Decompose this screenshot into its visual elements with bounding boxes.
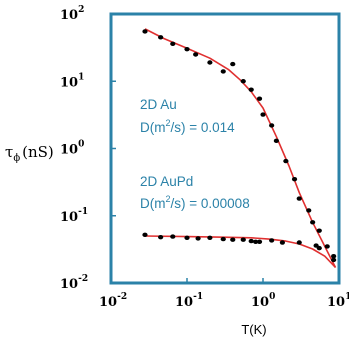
data-point-series-1 [256,96,263,101]
y-tick-label: 10-1 [60,207,88,225]
annotation-au-name: 2D Au [140,97,177,112]
data-point-series-2 [269,238,275,243]
data-point-series-2 [248,238,254,244]
data-point-series-1 [193,52,199,57]
data-points [142,29,337,263]
data-point-series-2 [253,239,259,244]
data-point-series-1 [269,123,275,128]
y-axis-label: τϕ (nS) [5,143,54,164]
annotation-au-diffusion: D(m2/s) = 0.014 [140,118,235,135]
tick-marks [110,13,340,284]
data-point-series-1 [291,176,298,182]
x-tick-label: 10-1 [175,292,203,310]
data-point-series-1 [170,41,176,47]
plot-frame [109,12,341,285]
data-point-series-1 [296,196,302,201]
x-tick-labels: 10-2 10-1 100 101 [99,292,349,310]
annotation-aupd-name: 2D AuPd [140,174,193,189]
data-point-series-1 [248,87,254,92]
data-point-series-2 [184,235,190,241]
data-point-series-1 [158,35,164,40]
y-tick-label: 101 [60,72,84,90]
data-point-series-1 [316,228,322,233]
data-point-series-1 [207,60,213,65]
data-point-series-2 [142,232,148,238]
data-point-series-2 [207,235,213,241]
data-point-series-2 [331,254,337,259]
x-axis-label: T(K) [241,322,266,337]
data-point-series-1 [283,158,289,164]
data-point-series-2 [170,234,176,239]
data-point-series-1 [230,61,236,67]
data-point-series-2 [220,236,226,242]
data-point-series-2 [256,239,263,244]
data-point-series-1 [142,29,148,34]
x-tick-label: 10-2 [99,292,127,310]
fit-curve-1 [144,28,337,268]
data-point-series-2 [316,245,322,251]
data-point-series-2 [230,237,236,242]
data-point-series-1 [306,208,312,213]
data-point-series-1 [324,244,330,249]
y-tick-labels: 102 101 100 10-1 10-2 [60,5,88,292]
data-point-series-2 [279,240,286,245]
x-tick-label: 100 [251,292,275,310]
x-tick-label: 101 [327,292,349,310]
data-point-series-1 [310,220,316,225]
data-point-series-2 [158,234,164,240]
data-point-series-2 [296,240,302,245]
data-point-series-1 [331,257,337,263]
y-tick-label: 100 [60,140,84,158]
fit-curve-2 [144,235,337,269]
data-point-series-1 [273,138,279,144]
data-point-series-1 [220,69,226,74]
annotation-aupd-diffusion: D(m2/s) = 0.00008 [140,194,250,211]
data-point-series-1 [184,46,190,52]
data-point-series-1 [260,112,266,117]
fit-curves [144,28,337,269]
data-point-series-2 [195,236,201,241]
data-point-series-2 [240,237,246,242]
y-tick-label: 102 [60,5,84,23]
data-point-series-1 [240,79,246,84]
y-tick-label: 10-2 [60,274,88,292]
